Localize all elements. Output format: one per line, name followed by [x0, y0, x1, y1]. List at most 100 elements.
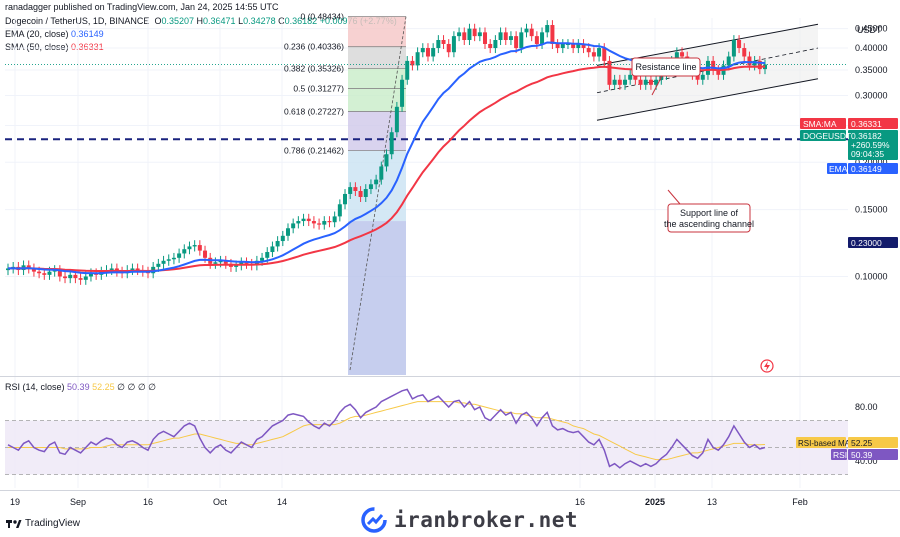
candle-body [166, 259, 171, 261]
candle-body [415, 52, 420, 66]
candle-body [560, 43, 565, 49]
candle-body [37, 271, 42, 274]
candle-body [348, 187, 353, 194]
ema-legend-label: EMA (20, close) [5, 29, 69, 39]
candle-body [187, 246, 192, 250]
candle-body [83, 276, 88, 280]
candle-body [648, 79, 653, 85]
rsi-name-badge-text: RSI [833, 450, 847, 460]
candle-body [358, 190, 363, 197]
candle-body [737, 40, 742, 49]
candle-body [431, 48, 436, 57]
candle-body [462, 32, 467, 41]
rsi-legend[interactable]: RSI (14, close) 50.39 52.25 ∅ ∅ ∅ ∅ [5, 382, 156, 393]
candle-body [483, 32, 488, 44]
fib-zone [348, 16, 406, 47]
low-label: L [238, 16, 244, 26]
candle-body [135, 268, 140, 271]
sma-name-badge-bg [800, 118, 846, 129]
candle-body [472, 28, 477, 37]
rsi-pane: 80.00 40.00 RSI-based MA 52.25 RSI 50.39 [5, 388, 898, 475]
candle-body [674, 52, 679, 61]
ema-value-badge-text: 0.36149 [851, 164, 882, 174]
candle-body [384, 154, 389, 167]
candle-body [296, 221, 301, 224]
candle-body [161, 260, 166, 264]
level-badge-bg [848, 237, 898, 248]
candle-body [602, 48, 607, 61]
candle-body [498, 32, 503, 41]
ema-legend[interactable]: EMA (20, close) 0.36149 [5, 29, 104, 39]
ema-legend-value: 0.36149 [71, 29, 104, 39]
fib-level-label: 0.786 (0.21462) [284, 146, 344, 156]
candle-body [628, 74, 633, 80]
candle-body [280, 235, 285, 242]
high-value: 0.36471 [203, 16, 236, 26]
ema-value-badge-bg [848, 163, 898, 174]
candle-body [368, 184, 373, 190]
tradingview-brand[interactable]: TradingView [6, 518, 80, 529]
rsi-legend-label: RSI (14, close) [5, 382, 65, 392]
rsi-ma-value-badge-bg [848, 437, 898, 448]
candle-body [311, 221, 316, 224]
rsi-tick-label: 40.00 [855, 456, 878, 466]
rsi-ma-name-badge-text: RSI-based MA [798, 439, 851, 448]
rsi-ma-line [8, 401, 766, 461]
candle-body [156, 263, 161, 267]
candle-body [275, 241, 280, 247]
tradingview-logo-icon [6, 519, 22, 528]
price-badge-text: 09:04:35 [851, 149, 884, 159]
candle-body [680, 52, 685, 57]
price-tick-label: 0.45000 [855, 24, 888, 34]
candle-body [436, 40, 441, 49]
tradingview-brand-label: TradingView [25, 518, 81, 529]
candle-body [265, 252, 270, 258]
rsi-tick-label: 80.00 [855, 402, 878, 412]
candle-body [508, 36, 513, 41]
symbol-name: Dogecoin / TetherUS, 1D, BINANCE [5, 16, 150, 26]
rsi-line [7, 388, 766, 469]
candle-body [597, 48, 602, 57]
watermark-text: iranbroker.net [394, 508, 579, 532]
ema-name-badge-bg [827, 163, 847, 174]
candle-body [218, 260, 223, 263]
watermark: iranbroker.net [360, 506, 578, 534]
time-axis-separator [0, 490, 900, 491]
candle-body [291, 223, 296, 229]
candle-body [654, 79, 659, 85]
candle-body [493, 40, 498, 49]
open-value: 0.35207 [161, 16, 194, 26]
price-badge-text: 0.36182 [851, 131, 882, 141]
candle-body [400, 79, 405, 107]
candle-body [63, 276, 68, 279]
candle-body [213, 262, 218, 264]
candle-body [317, 223, 322, 225]
candle-body [519, 32, 524, 49]
lightning-icon-bolt [764, 361, 770, 371]
candle-body [425, 48, 430, 57]
candle-body [643, 79, 648, 85]
candle-body [514, 36, 519, 49]
candle-body [223, 260, 228, 264]
price-tick-label: 0.35000 [855, 65, 888, 75]
candle-body [343, 193, 348, 205]
fib-zone [348, 46, 406, 69]
price-axis: 0.450000.400000.350000.300000.250000.200… [800, 24, 898, 281]
candle-body [550, 25, 555, 44]
pane-separator[interactable] [0, 376, 900, 377]
candle-body [203, 250, 208, 258]
sma-legend-value: 0.36331 [71, 42, 104, 52]
candle-body [545, 25, 550, 33]
candle-body [31, 268, 36, 272]
support-channel-line [596, 78, 819, 121]
open-label: O [154, 16, 162, 26]
candle-body [477, 32, 482, 37]
candle-body [524, 28, 529, 33]
candle-body [332, 216, 337, 223]
time-tick-label: 2025 [645, 497, 665, 507]
candle-body [363, 189, 368, 197]
sma-legend[interactable]: SMA (50, close) 0.36331 [5, 42, 104, 52]
candle-body [576, 43, 581, 49]
